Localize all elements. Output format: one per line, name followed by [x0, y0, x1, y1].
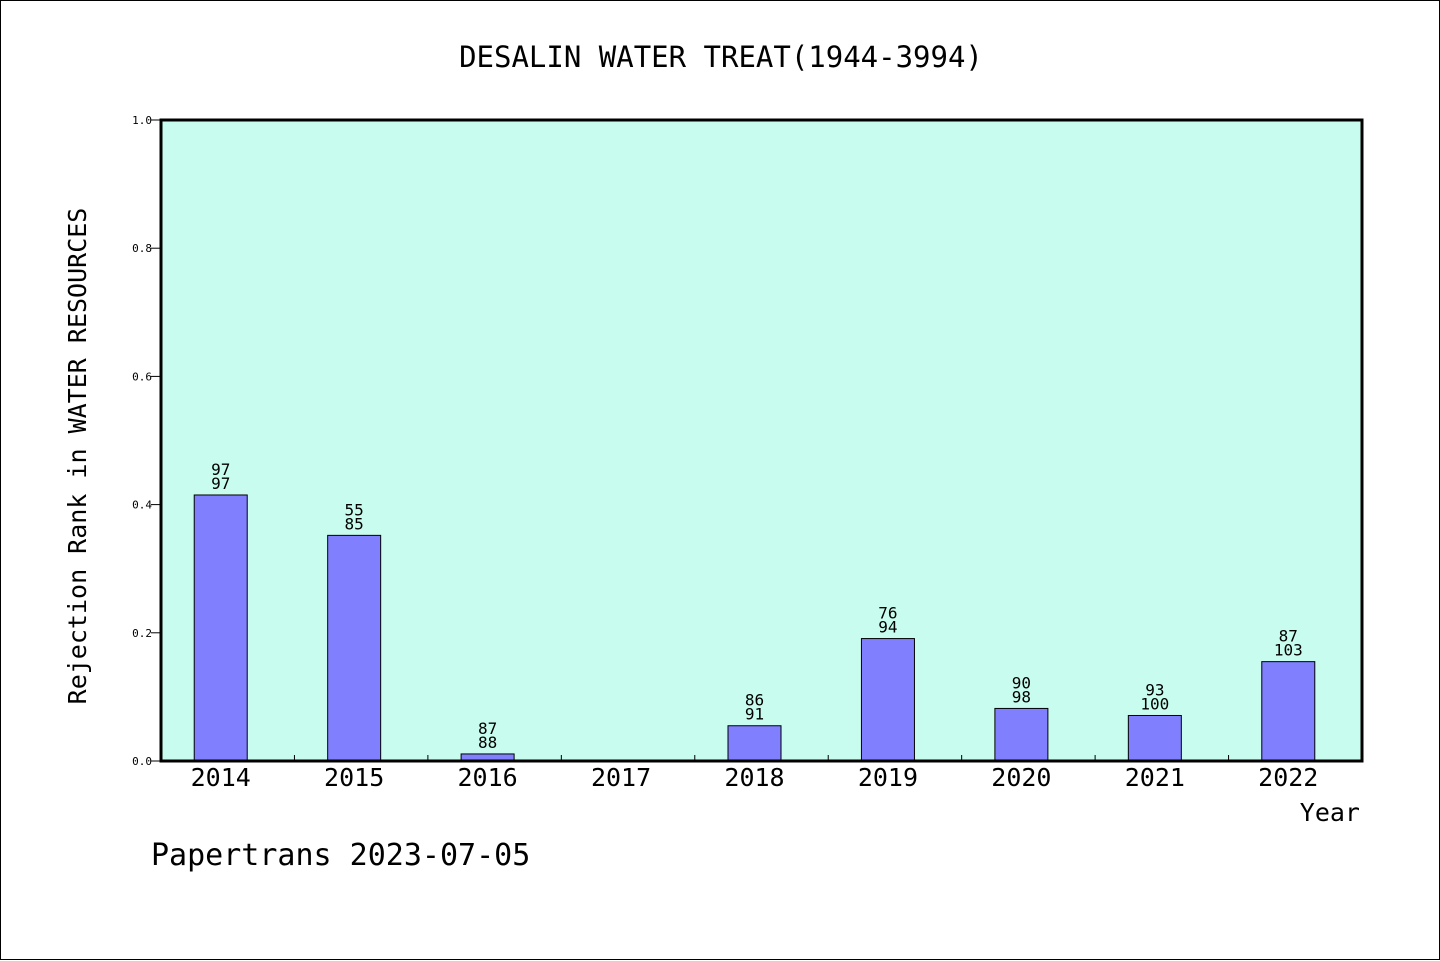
- x-tick-label: 2019: [858, 763, 918, 792]
- bar: [193, 494, 248, 762]
- bar-label-top: 76: [878, 604, 897, 623]
- bar: [860, 638, 915, 762]
- bar-label-bottom: 94: [878, 618, 897, 637]
- x-tick-label: 2017: [591, 763, 651, 792]
- bar-label-bottom: 98: [1012, 687, 1031, 706]
- bar-label-top: 87: [478, 719, 497, 738]
- bar: [1261, 661, 1316, 762]
- x-axis-ticks: 2014 2015 2016 2017 2018 2019 2020 2021 2022: [191, 755, 1318, 792]
- bar-label-bottom: 88: [478, 733, 497, 752]
- y-axis-label: Rejection Rank in WATER RESOURCES: [63, 208, 92, 705]
- bar: [727, 725, 782, 762]
- bar-label-bottom: 85: [345, 514, 364, 533]
- bar: [1127, 714, 1182, 762]
- x-tick-label: 2022: [1258, 763, 1318, 792]
- x-tick-label: 2018: [724, 763, 784, 792]
- plot-border: [159, 118, 1364, 763]
- x-tick-label: 2016: [458, 763, 518, 792]
- bar-label-bottom: 103: [1274, 641, 1303, 660]
- x-tick-label: 2014: [191, 763, 251, 792]
- y-tick-label: 0.6: [132, 370, 152, 383]
- x-axis-label: Year: [1300, 798, 1360, 827]
- y-tick-label: 0.8: [132, 242, 152, 255]
- y-tick-label: 0.0: [132, 755, 152, 768]
- x-tick-label: 2015: [324, 763, 384, 792]
- y-tick-label: 0.4: [132, 499, 152, 512]
- y-tick-label: 1.0: [132, 114, 152, 127]
- bar-label-top: 97: [211, 460, 230, 479]
- bar-label-top: 87: [1279, 627, 1298, 646]
- bar-label-top: 93: [1145, 680, 1164, 699]
- y-axis-ticks: 0.0 0.2 0.4 0.6 0.8 1.0: [132, 114, 161, 768]
- footer-text: Papertrans 2023-07-05: [151, 838, 530, 873]
- y-tick-label: 0.2: [132, 627, 152, 640]
- x-tick-label: 2021: [1125, 763, 1185, 792]
- bar: [327, 534, 382, 762]
- x-tick-label: 2020: [991, 763, 1051, 792]
- bar-label-bottom: 91: [745, 705, 764, 724]
- bar-label-top: 90: [1012, 673, 1031, 692]
- bar-label-bottom: 100: [1140, 694, 1169, 713]
- chart-title: DESALIN WATER TREAT(1944-3994): [459, 40, 983, 74]
- bar-label-top: 55: [345, 500, 364, 519]
- bar-label-top: 86: [745, 691, 764, 710]
- bar-label-bottom: 97: [211, 474, 230, 493]
- bar: [994, 707, 1049, 762]
